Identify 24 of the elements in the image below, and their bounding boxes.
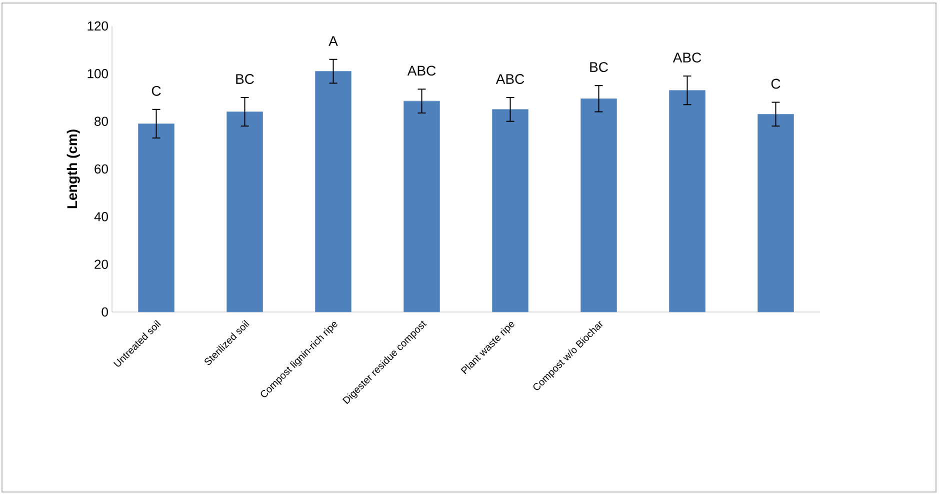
annotation: BC [236,74,254,84]
annotation: C [771,78,780,89]
y-axis-title: Length (cm) [66,130,80,208]
annotation: ABC [407,66,436,76]
y-tick-label: 120 [88,21,108,31]
y-tick-label: 0 [102,307,108,317]
bar [315,71,352,312]
bar [758,114,794,312]
annotation: A [328,36,338,46]
bar [404,100,440,312]
annotation: BC [590,62,608,72]
annotation: ABC [672,52,702,63]
y-tick-label: 100 [88,69,108,78]
y-tick-label: 40 [94,212,108,222]
bar [226,112,263,312]
y-tick-label: 20 [94,260,108,269]
annotation: C [152,86,161,96]
y-tick-label: 60 [94,164,108,174]
bar [138,124,174,312]
bar [669,90,706,312]
annotation: ABC [496,74,524,84]
bar [580,98,617,312]
bar [492,109,528,312]
y-tick-label: 80 [94,116,108,126]
